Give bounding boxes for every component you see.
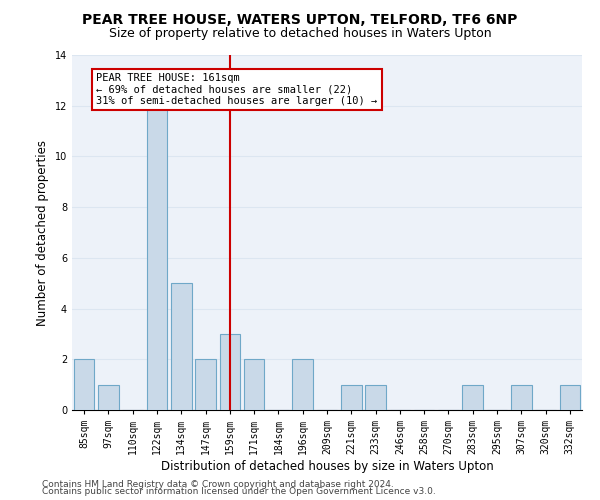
Y-axis label: Number of detached properties: Number of detached properties xyxy=(36,140,49,326)
Bar xyxy=(292,360,313,410)
Text: PEAR TREE HOUSE, WATERS UPTON, TELFORD, TF6 6NP: PEAR TREE HOUSE, WATERS UPTON, TELFORD, … xyxy=(82,12,518,26)
Text: PEAR TREE HOUSE: 161sqm
← 69% of detached houses are smaller (22)
31% of semi-de: PEAR TREE HOUSE: 161sqm ← 69% of detache… xyxy=(96,73,377,106)
Text: Size of property relative to detached houses in Waters Upton: Size of property relative to detached ho… xyxy=(109,28,491,40)
Bar xyxy=(511,384,532,410)
Bar xyxy=(74,360,94,410)
Bar xyxy=(244,360,265,410)
Bar xyxy=(341,384,362,410)
Bar xyxy=(98,384,119,410)
Bar xyxy=(146,106,167,410)
Bar xyxy=(365,384,386,410)
Bar xyxy=(463,384,483,410)
Bar xyxy=(171,283,191,410)
Bar xyxy=(560,384,580,410)
Bar xyxy=(195,360,216,410)
X-axis label: Distribution of detached houses by size in Waters Upton: Distribution of detached houses by size … xyxy=(161,460,493,473)
Text: Contains HM Land Registry data © Crown copyright and database right 2024.: Contains HM Land Registry data © Crown c… xyxy=(42,480,394,489)
Bar xyxy=(220,334,240,410)
Text: Contains public sector information licensed under the Open Government Licence v3: Contains public sector information licen… xyxy=(42,488,436,496)
